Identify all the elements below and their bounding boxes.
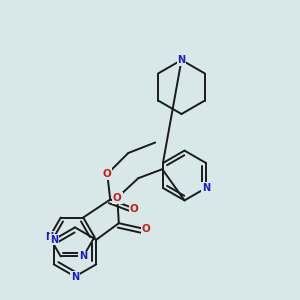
Text: O: O <box>141 224 150 234</box>
Text: N: N <box>202 183 210 193</box>
Text: N: N <box>71 272 79 282</box>
Text: O: O <box>130 203 139 214</box>
Text: N: N <box>79 251 87 262</box>
Text: N: N <box>177 55 186 65</box>
Text: O: O <box>103 169 112 179</box>
Text: O: O <box>113 193 122 203</box>
Text: N: N <box>50 235 58 245</box>
Text: N: N <box>45 232 54 242</box>
